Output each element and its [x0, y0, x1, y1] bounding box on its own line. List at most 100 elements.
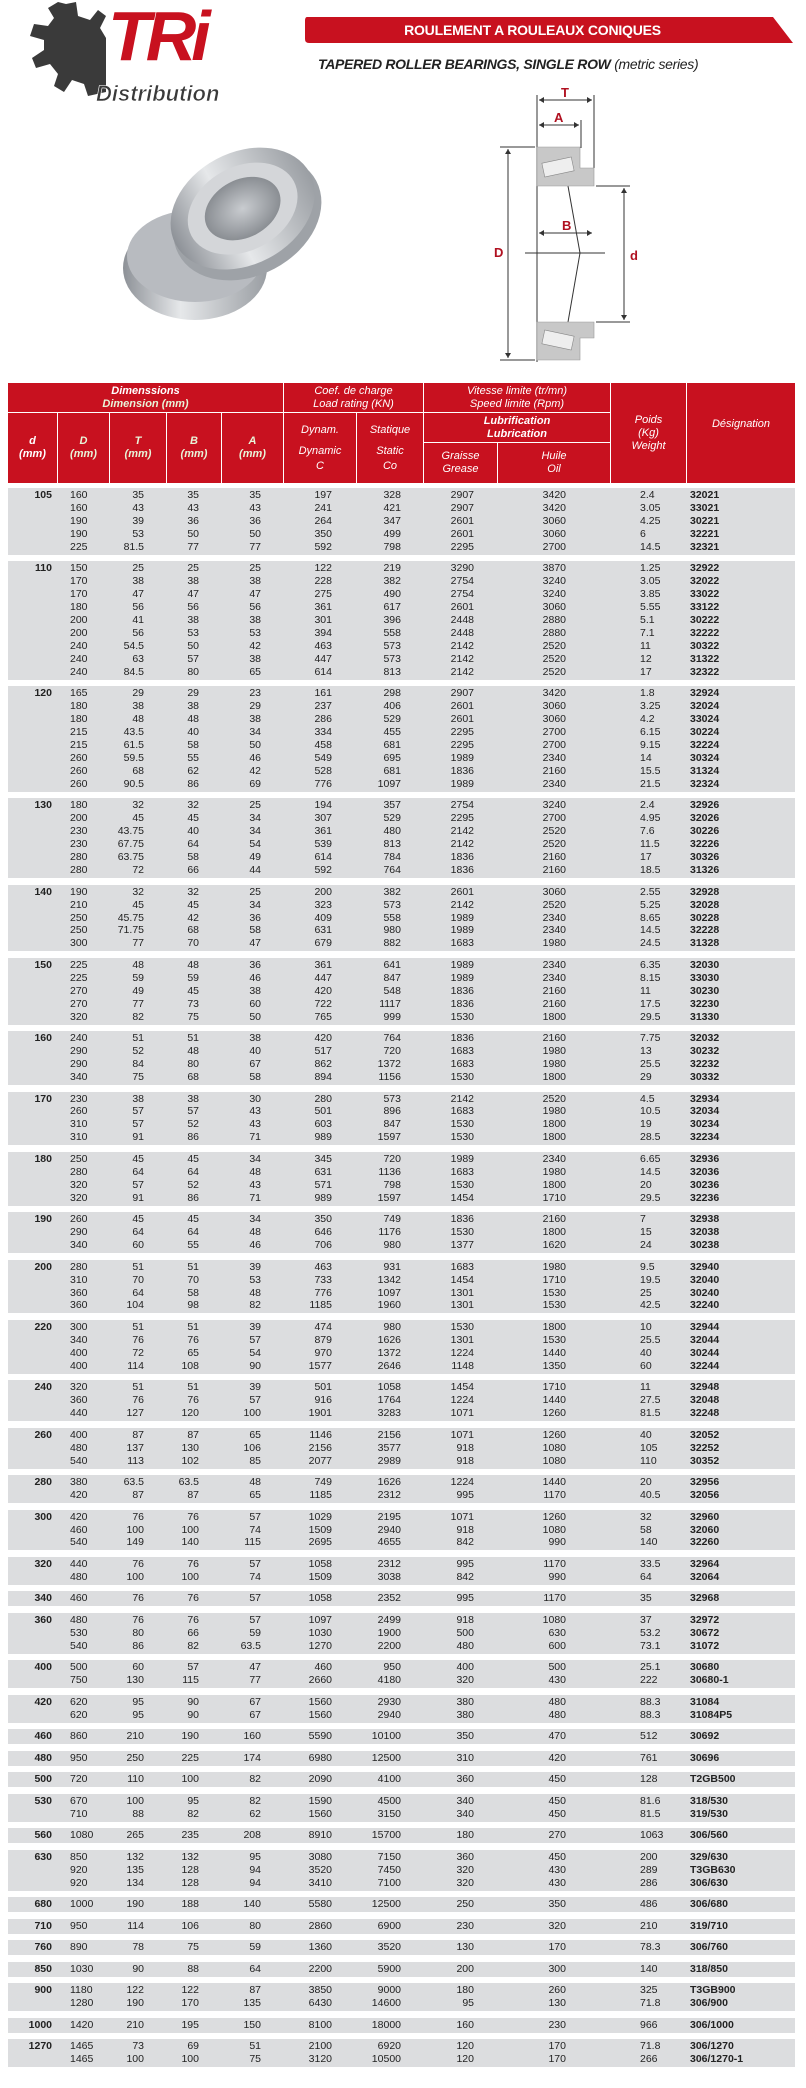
table-row: 210 45 45 34 323 573 2142 2520 5.25 32028: [8, 899, 795, 912]
static-load-Co: 1900: [377, 1626, 401, 1639]
table-row: 360 76 76 57 916 1764 1224 1440 27.5 32048: [8, 1394, 795, 1407]
speed-grease: 1530: [450, 1226, 474, 1239]
static-load-Co: 3150: [377, 1807, 401, 1820]
header-designation: Désignation: [687, 383, 795, 483]
speed-oil: 1080: [542, 1441, 566, 1454]
width-B: 50: [187, 527, 199, 540]
designation: 32032: [690, 1032, 720, 1045]
width-A: 34: [249, 812, 261, 825]
width-A: 43: [249, 501, 261, 514]
width-A: 59: [249, 1941, 261, 1954]
speed-oil: 3240: [542, 575, 566, 588]
dynamic-load-C: 592: [314, 864, 332, 877]
speed-grease: 120: [456, 2053, 474, 2066]
outer-diameter-D: 300: [70, 937, 88, 950]
static-load-Co: 931: [383, 1260, 401, 1273]
outer-diameter-D: 360: [70, 1394, 88, 1407]
speed-grease: 1454: [450, 1191, 474, 1204]
designation: 32056: [690, 1489, 720, 1502]
width-B: 62: [187, 764, 199, 777]
speed-grease: 2142: [450, 838, 474, 851]
dynamic-load-C: 646: [314, 1226, 332, 1239]
dynamic-load-C: 749: [314, 1476, 332, 1489]
bore-group-850: 850 1030 90 88 64 2200 5900 200 300 140 318/850: [8, 1961, 795, 1977]
width-A: 43: [249, 1178, 261, 1191]
header-A-unit: (mm): [239, 448, 266, 460]
speed-grease: 2601: [450, 713, 474, 726]
width-A: 38: [249, 652, 261, 665]
width-A: 23: [249, 687, 261, 700]
table-row: 480 950 250 225 174 6980 12500 310 420 761 30696: [8, 1752, 795, 1765]
static-load-Co: 548: [383, 984, 401, 997]
width-B: 76: [187, 1592, 199, 1605]
speed-oil: 2340: [542, 752, 566, 764]
static-load-Co: 2499: [377, 1614, 401, 1626]
bore-group-300: 300 420 76 76 57 1029 2195 1071 1260 32 32960 460 10…: [8, 1509, 795, 1551]
dynamic-load-C: 237: [314, 700, 332, 713]
width-B: 42: [187, 911, 199, 924]
bore-group-150: 150 225 48 48 36 361 641 1989 2340 6.35 32030 225 59…: [8, 957, 795, 1025]
bore-group-760: 760 890 78 75 59 1360 3520 130 170 78.3 306/760: [8, 1940, 795, 1956]
width-A: 25: [249, 885, 261, 898]
static-load-Co: 1342: [377, 1273, 401, 1286]
table-row: 230 43.75 40 34 361 480 2142 2520 7.6 30226: [8, 825, 795, 838]
table-row: 540 113 102 85 2077 2989 918 1080 110 30352: [8, 1455, 795, 1468]
designation: 32948: [690, 1381, 720, 1394]
width-T: 60: [132, 1661, 144, 1674]
width-A: 63.5: [240, 1639, 261, 1652]
bore-group-710: 710 950 114 106 80 2860 6900 230 320 210 319/710: [8, 1918, 795, 1934]
width-B: 76: [187, 1614, 199, 1626]
width-B: 48: [187, 713, 199, 726]
width-T: 70: [132, 1273, 144, 1286]
bore-group-1000: 1000 1420 210 195 150 8100 18000 160 230 966 306/1…: [8, 2017, 795, 2033]
outer-diameter-D: 310: [70, 1131, 88, 1144]
width-A: 25: [249, 799, 261, 812]
speed-oil: 1170: [543, 1592, 566, 1605]
static-load-Co: 558: [383, 911, 401, 924]
static-load-Co: 1136: [378, 1165, 401, 1178]
width-T: 78: [132, 1941, 144, 1954]
dynamic-load-C: 571: [314, 1178, 332, 1191]
table-row: 290 64 64 48 646 1176 1530 1800 15 32038: [8, 1226, 795, 1239]
weight: 4.95: [640, 812, 661, 825]
table-row: 630 850 132 132 95 3080 7150 360 450 200 329/630: [8, 1851, 795, 1864]
width-B: 75: [187, 1010, 199, 1023]
outer-diameter-D: 340: [70, 1071, 88, 1083]
width-A: 50: [249, 739, 261, 752]
designation: 32926: [690, 799, 720, 812]
weight: 81.5: [640, 1407, 661, 1420]
designation: 31330: [690, 1010, 720, 1023]
width-A: 36: [249, 911, 261, 924]
speed-oil: 3060: [542, 700, 566, 713]
speed-grease: 2754: [450, 799, 474, 812]
header-dimensions-fr: Dimenssions: [111, 384, 180, 397]
width-A: 53: [249, 626, 261, 639]
weight: 71.8: [640, 1997, 661, 2010]
width-A: 46: [249, 1239, 261, 1252]
speed-oil: 1800: [542, 1226, 566, 1239]
width-B: 29: [187, 687, 199, 700]
speed-oil: 2340: [542, 911, 566, 924]
table-row: 215 61.5 58 50 458 681 2295 2700 9.15 32224: [8, 739, 795, 752]
dynamic-load-C: 970: [314, 1346, 332, 1359]
width-B: 38: [187, 614, 199, 627]
width-B: 68: [187, 1071, 199, 1083]
dynamic-load-C: 1058: [308, 1592, 332, 1605]
speed-oil: 3060: [542, 514, 566, 527]
static-load-Co: 6920: [377, 2040, 401, 2053]
width-B: 235: [181, 1829, 199, 1842]
outer-diameter-D: 950: [70, 1919, 88, 1932]
weight: 105: [640, 1441, 658, 1454]
designation: 30240: [690, 1286, 720, 1299]
dynamic-load-C: 1146: [309, 1428, 332, 1441]
width-A: 40: [249, 1045, 261, 1058]
dynamic-load-C: 1590: [308, 1794, 332, 1807]
outer-diameter-D: 310: [70, 1273, 88, 1286]
speed-oil: 1260: [542, 1428, 566, 1441]
width-T: 32: [132, 885, 144, 898]
dynamic-load-C: 916: [314, 1394, 332, 1407]
speed-grease: 2142: [450, 825, 474, 838]
header-grease-fr: Graisse: [441, 450, 480, 462]
table-row: 240 84.5 80 65 614 813 2142 2520 17 32322: [8, 666, 795, 679]
outer-diameter-D: 340: [70, 1333, 88, 1346]
